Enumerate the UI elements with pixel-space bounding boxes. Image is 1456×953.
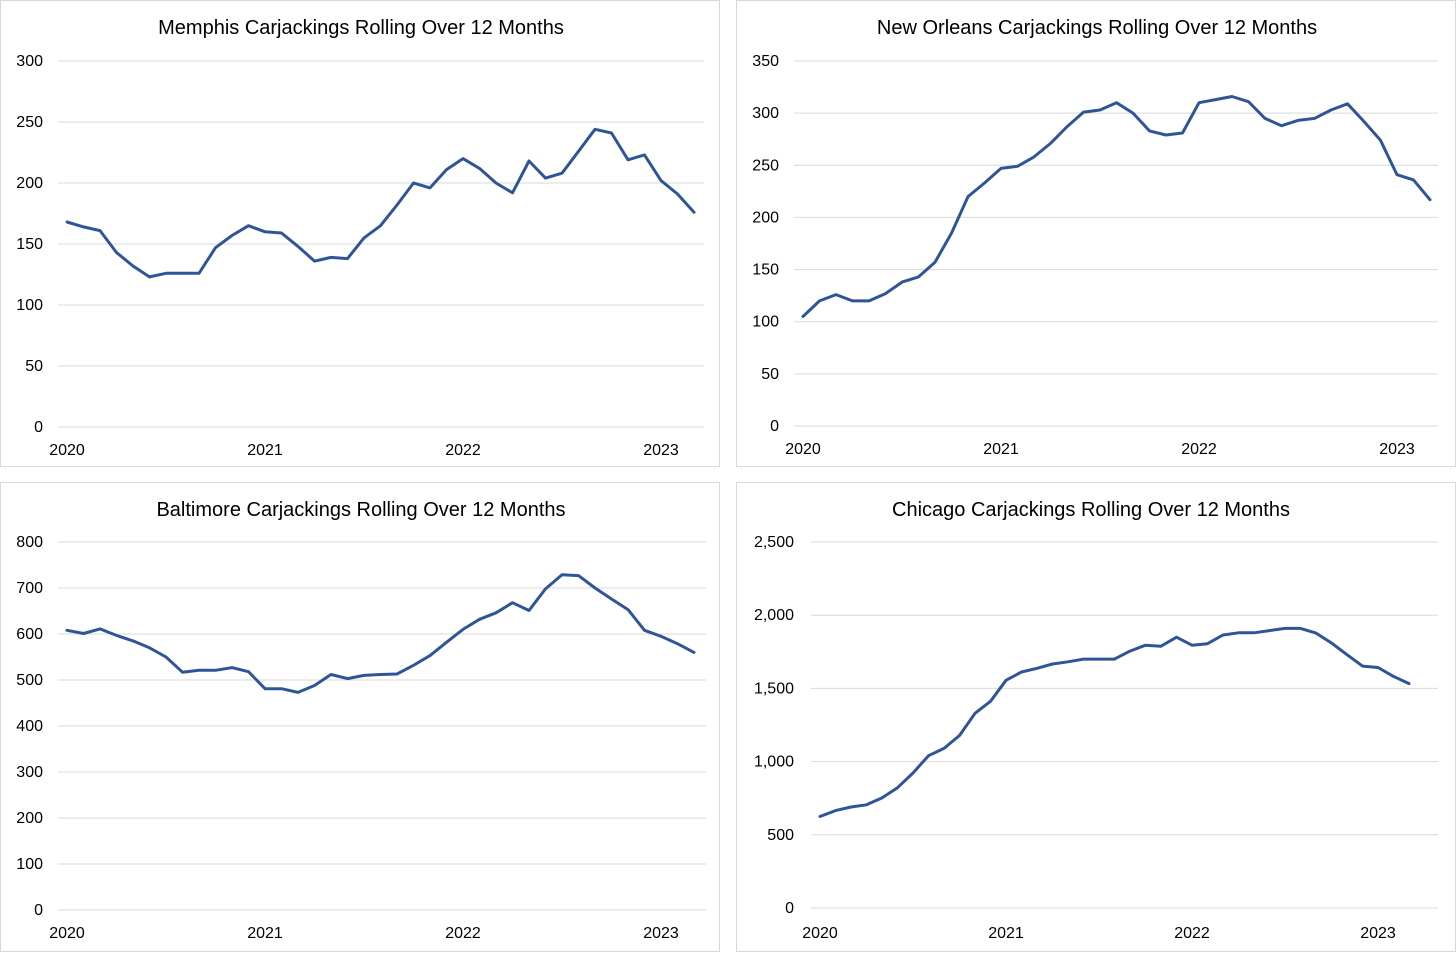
memphis-chart: Memphis Carjackings Rolling Over 12 Mont… <box>16 17 704 459</box>
y-tick-label: 0 <box>785 900 794 917</box>
x-tick-label: 2021 <box>988 925 1024 942</box>
x-tick-label: 2020 <box>785 441 821 458</box>
y-tick-label: 100 <box>16 856 43 873</box>
y-tick-label: 2,500 <box>754 534 794 551</box>
y-tick-label: 1,000 <box>754 754 794 771</box>
y-tick-label: 500 <box>767 827 794 844</box>
y-tick-label: 300 <box>16 764 43 781</box>
y-tick-label: 100 <box>16 297 43 314</box>
y-tick-label: 250 <box>16 114 43 131</box>
x-tick-label: 2020 <box>802 925 838 942</box>
x-tick-label: 2022 <box>445 925 481 942</box>
y-tick-label: 50 <box>761 366 779 383</box>
y-tick-label: 0 <box>770 418 779 435</box>
chicago-chart: Chicago Carjackings Rolling Over 12 Mont… <box>754 499 1438 942</box>
y-tick-label: 400 <box>16 718 43 735</box>
y-tick-label: 50 <box>25 358 43 375</box>
chart-title: Baltimore Carjackings Rolling Over 12 Mo… <box>156 499 565 521</box>
new-orleans-chart-panel: New Orleans Carjackings Rolling Over 12 … <box>736 0 1456 467</box>
y-tick-label: 100 <box>752 314 779 331</box>
chicago-chart-panel: Chicago Carjackings Rolling Over 12 Mont… <box>736 482 1456 952</box>
y-tick-label: 2,000 <box>754 607 794 624</box>
series-line <box>818 626 1411 818</box>
y-tick-label: 150 <box>16 236 43 253</box>
x-tick-label: 2023 <box>1360 925 1396 942</box>
chart-title: Memphis Carjackings Rolling Over 12 Mont… <box>158 17 564 39</box>
x-tick-label: 2021 <box>247 442 283 459</box>
y-tick-label: 150 <box>752 262 779 279</box>
y-tick-label: 600 <box>16 626 43 643</box>
y-tick-label: 200 <box>16 810 43 827</box>
y-tick-label: 300 <box>752 105 779 122</box>
series-line <box>65 127 696 279</box>
y-tick-label: 0 <box>34 419 43 436</box>
chart-title: New Orleans Carjackings Rolling Over 12 … <box>877 17 1317 39</box>
y-tick-label: 250 <box>752 157 779 174</box>
baltimore-chart-panel: Baltimore Carjackings Rolling Over 12 Mo… <box>0 482 720 952</box>
x-tick-label: 2021 <box>983 441 1019 458</box>
new-orleans-chart: New Orleans Carjackings Rolling Over 12 … <box>752 17 1438 458</box>
y-tick-label: 300 <box>16 53 43 70</box>
x-tick-label: 2021 <box>247 925 283 942</box>
x-tick-label: 2023 <box>1379 441 1415 458</box>
y-tick-label: 700 <box>16 580 43 597</box>
x-tick-label: 2022 <box>1181 441 1217 458</box>
x-tick-label: 2022 <box>445 442 481 459</box>
y-tick-label: 200 <box>752 209 779 226</box>
x-tick-label: 2022 <box>1174 925 1210 942</box>
series-line <box>801 95 1432 318</box>
x-tick-label: 2023 <box>643 925 679 942</box>
y-tick-label: 350 <box>752 53 779 70</box>
y-tick-label: 200 <box>16 175 43 192</box>
series-line <box>65 573 696 694</box>
memphis-chart-panel: Memphis Carjackings Rolling Over 12 Mont… <box>0 0 720 467</box>
y-tick-label: 1,500 <box>754 680 794 697</box>
chart-title: Chicago Carjackings Rolling Over 12 Mont… <box>892 499 1290 521</box>
baltimore-chart: Baltimore Carjackings Rolling Over 12 Mo… <box>16 499 706 942</box>
x-tick-label: 2020 <box>49 925 85 942</box>
x-tick-label: 2020 <box>49 442 85 459</box>
y-tick-label: 500 <box>16 672 43 689</box>
x-tick-label: 2023 <box>643 442 679 459</box>
y-tick-label: 800 <box>16 534 43 551</box>
y-tick-label: 0 <box>34 902 43 919</box>
